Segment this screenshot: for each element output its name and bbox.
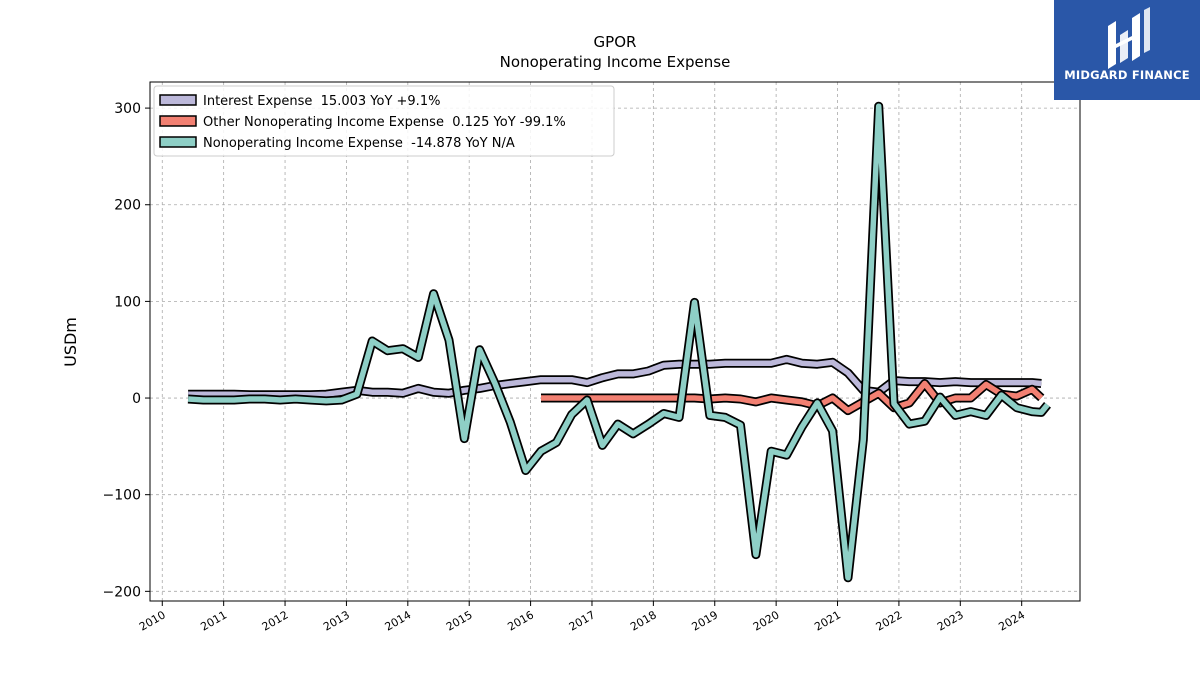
x-tick-label: 2019 <box>690 608 721 633</box>
x-tick-label: 2012 <box>260 608 291 633</box>
y-tick-label: −100 <box>103 488 141 504</box>
x-tick-label: 2022 <box>874 608 905 633</box>
y-tick-label: 300 <box>114 101 141 117</box>
x-tick-label: 2018 <box>628 608 659 633</box>
brand-logo: MIDGARD FINANCE <box>1054 0 1200 100</box>
series-line-nonoperating-income-expense <box>187 103 1050 581</box>
brand-mark-icon <box>1108 7 1150 69</box>
x-tick-label: 2023 <box>935 608 966 633</box>
legend: Interest Expense 15.003 YoY +9.1% Other … <box>153 85 615 157</box>
series-line-other-nonoperating-income-expense <box>541 380 1044 414</box>
legend-swatch-interest-expense <box>159 94 197 106</box>
plot-frame <box>149 81 1081 602</box>
series-line-interest-expense <box>188 356 1042 398</box>
x-tick-label: 2015 <box>444 608 475 633</box>
x-tick-label: 2013 <box>321 608 352 633</box>
x-tick-label: 2010 <box>137 608 168 633</box>
x-tick-label: 2017 <box>567 608 598 633</box>
y-tick-label: 100 <box>114 294 141 310</box>
brand-name: MIDGARD FINANCE <box>1064 68 1190 82</box>
legend-swatch-other-nonoperating <box>159 115 197 127</box>
chart-subtitle: Nonoperating Income Expense <box>500 53 731 71</box>
legend-label-other-nonoperating: Other Nonoperating Income Expense 0.125 … <box>203 115 566 130</box>
x-tick-label: 2021 <box>812 608 843 633</box>
y-tick-label: 0 <box>132 391 141 407</box>
y-tick-label: −200 <box>103 584 141 600</box>
legend-label-interest-expense: Interest Expense 15.003 YoY +9.1% <box>203 94 440 109</box>
y-axis-label: USDm <box>61 317 80 367</box>
grid <box>150 82 1080 601</box>
chart-title: GPOR <box>594 33 637 51</box>
legend-box <box>153 85 615 157</box>
y-tick-label: 200 <box>114 198 141 214</box>
legend-swatch-nonoperating <box>159 136 197 148</box>
x-tick-label: 2020 <box>751 608 782 633</box>
x-tick-label: 2014 <box>383 608 414 633</box>
legend-label-nonoperating: Nonoperating Income Expense -14.878 YoY … <box>203 136 515 151</box>
x-tick-label: 2024 <box>996 608 1027 633</box>
x-tick-label: 2016 <box>505 608 536 633</box>
x-tick-label: 2011 <box>198 608 229 633</box>
series-outline-nonoperating-income-expense <box>187 101 1051 583</box>
series-lines <box>187 101 1051 583</box>
